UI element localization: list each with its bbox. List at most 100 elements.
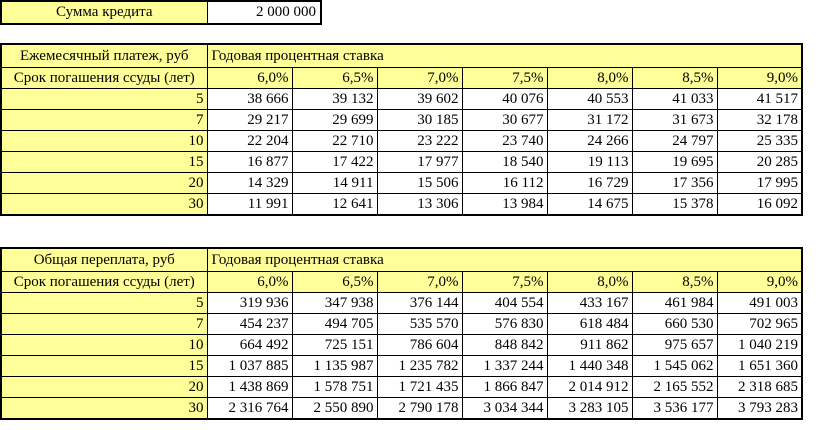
value-cell[interactable]: 1 440 348 [546,354,633,377]
value-cell[interactable]: 319 936 [206,291,293,314]
value-cell[interactable]: 31 673 [631,108,718,131]
value-cell[interactable]: 15 378 [631,192,718,215]
value-cell[interactable]: 14 911 [291,171,378,194]
rate-header[interactable]: Годовая процентная ставка [206,247,803,272]
term-cell[interactable]: 20 [0,375,208,398]
value-cell[interactable]: 14 675 [546,192,633,215]
value-cell[interactable]: 23 740 [461,129,548,152]
value-cell[interactable]: 454 237 [206,312,293,335]
value-cell[interactable]: 16 112 [461,171,548,194]
value-cell[interactable]: 3 793 283 [716,396,803,419]
value-cell[interactable]: 38 666 [206,87,293,110]
rate-col-header[interactable]: 7,5% [461,66,548,89]
value-cell[interactable]: 29 217 [206,108,293,131]
value-cell[interactable]: 1 040 219 [716,333,803,356]
value-cell[interactable]: 39 132 [291,87,378,110]
value-cell[interactable]: 16 092 [716,192,803,215]
rate-col-header[interactable]: 8,0% [546,270,633,293]
term-cell[interactable]: 7 [0,108,208,131]
value-cell[interactable]: 22 204 [206,129,293,152]
value-cell[interactable]: 2 318 685 [716,375,803,398]
rate-col-header[interactable]: 8,5% [631,66,718,89]
value-cell[interactable]: 41 517 [716,87,803,110]
value-cell[interactable]: 22 710 [291,129,378,152]
value-cell[interactable]: 20 285 [716,150,803,173]
rate-col-header[interactable]: 6,0% [206,270,293,293]
value-cell[interactable]: 1 037 885 [206,354,293,377]
value-cell[interactable]: 1 135 987 [291,354,378,377]
value-cell[interactable]: 19 113 [546,150,633,173]
overpay-table-title[interactable]: Общая переплата, руб [0,247,208,272]
rate-col-header[interactable]: 9,0% [716,66,803,89]
rate-col-header[interactable]: 7,0% [376,66,463,89]
value-cell[interactable]: 535 570 [376,312,463,335]
loan-amount-label[interactable]: Сумма кредита [0,0,208,25]
rate-col-header[interactable]: 6,5% [291,270,378,293]
value-cell[interactable]: 15 506 [376,171,463,194]
value-cell[interactable]: 1 866 847 [461,375,548,398]
value-cell[interactable]: 17 977 [376,150,463,173]
rate-col-header[interactable]: 8,0% [546,66,633,89]
value-cell[interactable]: 3 536 177 [631,396,718,419]
value-cell[interactable]: 491 003 [716,291,803,314]
value-cell[interactable]: 2 014 912 [546,375,633,398]
value-cell[interactable]: 30 185 [376,108,463,131]
term-cell[interactable]: 7 [0,312,208,335]
value-cell[interactable]: 1 651 360 [716,354,803,377]
value-cell[interactable]: 17 422 [291,150,378,173]
value-cell[interactable]: 30 677 [461,108,548,131]
value-cell[interactable]: 14 329 [206,171,293,194]
value-cell[interactable]: 23 222 [376,129,463,152]
value-cell[interactable]: 2 790 178 [376,396,463,419]
value-cell[interactable]: 39 602 [376,87,463,110]
value-cell[interactable]: 347 938 [291,291,378,314]
value-cell[interactable]: 618 484 [546,312,633,335]
term-cell[interactable]: 30 [0,192,208,215]
value-cell[interactable]: 848 842 [461,333,548,356]
loan-amount-value[interactable]: 2 000 000 [206,0,322,25]
value-cell[interactable]: 664 492 [206,333,293,356]
value-cell[interactable]: 1 545 062 [631,354,718,377]
term-header[interactable]: Срок погашения ссуды (лет) [0,66,208,89]
value-cell[interactable]: 12 641 [291,192,378,215]
value-cell[interactable]: 2 550 890 [291,396,378,419]
value-cell[interactable]: 3 034 344 [461,396,548,419]
value-cell[interactable]: 31 172 [546,108,633,131]
term-cell[interactable]: 10 [0,333,208,356]
term-cell[interactable]: 15 [0,354,208,377]
value-cell[interactable]: 16 877 [206,150,293,173]
value-cell[interactable]: 911 862 [546,333,633,356]
rate-col-header[interactable]: 7,0% [376,270,463,293]
value-cell[interactable]: 786 604 [376,333,463,356]
value-cell[interactable]: 13 306 [376,192,463,215]
value-cell[interactable]: 32 178 [716,108,803,131]
rate-col-header[interactable]: 9,0% [716,270,803,293]
value-cell[interactable]: 1 578 751 [291,375,378,398]
rate-header[interactable]: Годовая процентная ставка [206,43,803,68]
rate-col-header[interactable]: 6,5% [291,66,378,89]
value-cell[interactable]: 660 530 [631,312,718,335]
term-cell[interactable]: 15 [0,150,208,173]
rate-col-header[interactable]: 6,0% [206,66,293,89]
value-cell[interactable]: 19 695 [631,150,718,173]
value-cell[interactable]: 11 991 [206,192,293,215]
value-cell[interactable]: 29 699 [291,108,378,131]
value-cell[interactable]: 2 316 764 [206,396,293,419]
value-cell[interactable]: 1 438 869 [206,375,293,398]
monthly-table-title[interactable]: Ежемесячный платеж, руб [0,43,208,68]
value-cell[interactable]: 1 235 782 [376,354,463,377]
term-cell[interactable]: 5 [0,291,208,314]
value-cell[interactable]: 702 965 [716,312,803,335]
value-cell[interactable]: 461 984 [631,291,718,314]
value-cell[interactable]: 18 540 [461,150,548,173]
value-cell[interactable]: 40 076 [461,87,548,110]
value-cell[interactable]: 13 984 [461,192,548,215]
value-cell[interactable]: 494 705 [291,312,378,335]
value-cell[interactable]: 24 797 [631,129,718,152]
value-cell[interactable]: 725 151 [291,333,378,356]
value-cell[interactable]: 376 144 [376,291,463,314]
value-cell[interactable]: 40 553 [546,87,633,110]
value-cell[interactable]: 433 167 [546,291,633,314]
value-cell[interactable]: 2 165 552 [631,375,718,398]
term-cell[interactable]: 20 [0,171,208,194]
